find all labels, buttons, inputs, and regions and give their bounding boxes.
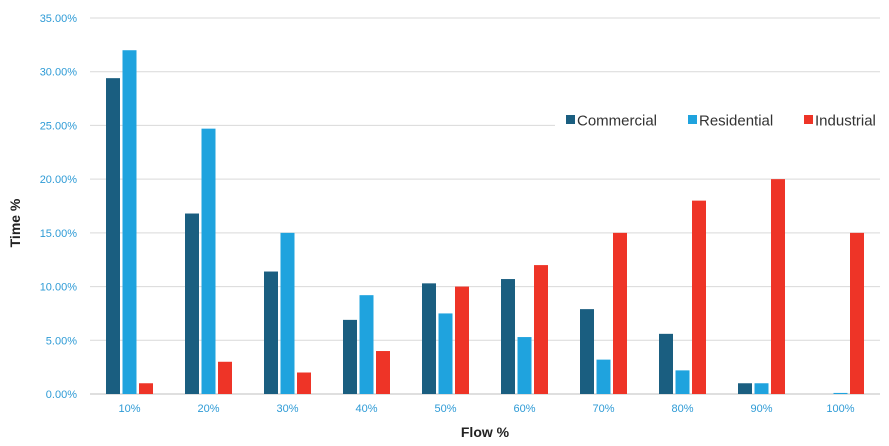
x-tick-label: 60% (513, 403, 535, 415)
bar-residential-10pct (122, 50, 137, 394)
gridlines (90, 17, 880, 395)
legend-swatch-commercial (566, 115, 575, 124)
legend: Commercial Residential Industrial (555, 106, 885, 134)
bar-commercial-50pct (422, 283, 436, 394)
bars (106, 50, 864, 394)
legend-label-residential: Residential (699, 113, 773, 130)
bar-residential-60pct (517, 337, 532, 394)
legend-label-commercial: Commercial (577, 113, 657, 130)
legend-swatch-industrial (804, 115, 813, 124)
bar-commercial-70pct (580, 309, 594, 394)
bar-industrial-10pct (139, 383, 153, 394)
bar-industrial-80pct (692, 200, 706, 394)
x-tick-label: 90% (750, 403, 772, 415)
x-tick-label: 10% (118, 403, 140, 415)
x-tick-label: 30% (276, 403, 298, 415)
y-tick-label: 30.00% (40, 67, 78, 79)
bar-residential-50pct (438, 313, 453, 394)
x-tick-label: 100% (826, 403, 854, 415)
bar-commercial-80pct (659, 333, 673, 394)
bar-residential-40pct (359, 295, 374, 394)
bar-industrial-30pct (297, 372, 311, 394)
x-tick-label: 40% (355, 403, 377, 415)
bar-residential-20pct (201, 128, 216, 394)
x-tick-label: 20% (197, 403, 219, 415)
x-tick-label: 70% (592, 403, 614, 415)
bar-industrial-50pct (455, 286, 469, 394)
bar-commercial-60pct (501, 279, 515, 394)
bar-commercial-30pct (264, 271, 278, 394)
legend-background (555, 106, 885, 134)
bar-residential-70pct (596, 359, 611, 394)
bar-residential-90pct (754, 383, 769, 394)
bar-industrial-60pct (534, 265, 548, 394)
y-tick-label: 20.00% (40, 174, 78, 186)
bar-industrial-90pct (771, 179, 785, 394)
y-tick-label: 10.00% (40, 282, 78, 294)
bar-industrial-20pct (218, 361, 232, 394)
bar-industrial-100pct (850, 232, 864, 394)
x-axis-ticks: 10% 20% 30% 40% 50% 60% 70% 80% 90% 100% (118, 403, 854, 415)
x-axis-title: Flow % (461, 424, 510, 440)
y-tick-label: 25.00% (40, 120, 78, 132)
bar-residential-100pct (833, 392, 848, 394)
x-tick-label: 50% (434, 403, 456, 415)
bar-commercial-20pct (185, 213, 199, 394)
bar-commercial-10pct (106, 78, 120, 394)
y-tick-label: 15.00% (40, 228, 78, 240)
y-tick-label: 5.00% (46, 335, 77, 347)
bar-residential-30pct (280, 232, 295, 394)
bar-industrial-70pct (613, 232, 627, 394)
bar-commercial-90pct (738, 383, 752, 394)
y-axis-title: Time % (7, 198, 23, 247)
x-tick-label: 80% (671, 403, 693, 415)
legend-label-industrial: Industrial (815, 113, 876, 130)
y-tick-label: 35.00% (40, 13, 78, 25)
y-tick-label: 0.00% (46, 389, 77, 401)
y-axis-ticks: 0.00% 5.00% 10.00% 15.00% 20.00% 25.00% 30.00%… (40, 13, 78, 401)
bar-commercial-40pct (343, 319, 357, 394)
legend-swatch-residential (688, 115, 697, 124)
bar-residential-80pct (675, 370, 690, 394)
bar-industrial-40pct (376, 351, 390, 394)
